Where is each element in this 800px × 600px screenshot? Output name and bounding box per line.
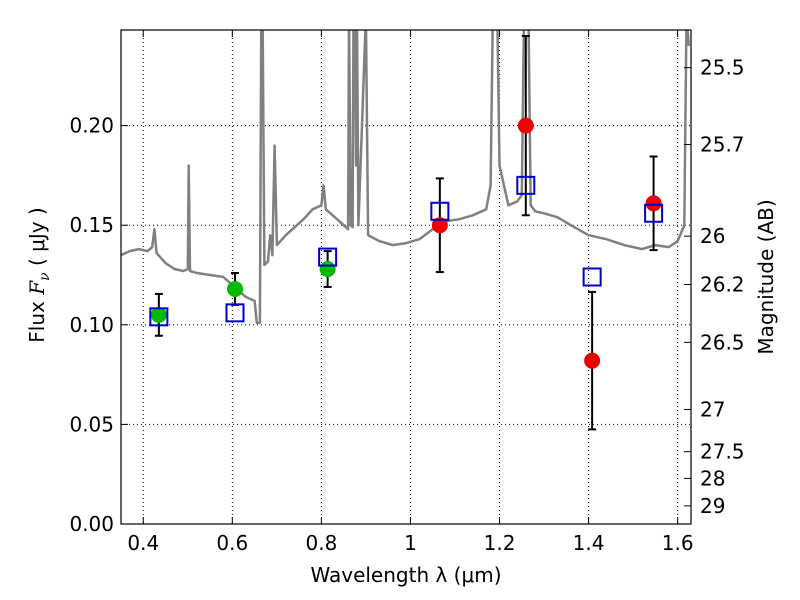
y-tick-label: 0.20	[69, 114, 114, 138]
data-point-circle	[431, 217, 448, 234]
y-tick-label: 0.15	[69, 213, 114, 237]
y-axis-label: Flux Fν ( μJy )	[25, 207, 53, 342]
right-tick-label: 27	[700, 397, 725, 421]
right-tick-label: 26.2	[700, 273, 745, 297]
y-axis-label-sub: ν	[37, 272, 53, 281]
y-axis-label-suffix: ( μJy )	[25, 207, 49, 272]
y-tick-label: 0.05	[69, 412, 114, 436]
x-tick-label: 1.2	[484, 531, 516, 555]
axis-layer: 0.4 0.6 0.8 1 1.2 1.4 1.6 0.00 0.05 0.10 0.15 0.20 2…	[69, 29, 745, 555]
data-point-square	[318, 247, 338, 267]
right-axis-label: Magnitude (AB)	[754, 199, 778, 354]
data-point-square	[516, 175, 536, 195]
data-point-square	[430, 201, 450, 221]
x-tick-label: 0.8	[305, 531, 337, 555]
x-tick-label: 1.6	[662, 531, 694, 555]
data-point-circle	[227, 280, 243, 297]
data-point-square	[149, 307, 169, 327]
data-point-circle	[584, 352, 601, 369]
right-tick-label: 28	[700, 466, 725, 490]
spectrum-layer	[121, 30, 691, 325]
y-axis-label-var: F	[25, 280, 49, 296]
marker-layer	[149, 117, 664, 369]
data-point-square	[644, 203, 664, 223]
data-point-circle	[517, 117, 534, 134]
x-tick-label: 0.6	[216, 531, 248, 555]
right-tick-label: 26	[700, 224, 725, 248]
y-tick-label: 0.00	[69, 512, 114, 536]
y-axis-label-prefix: Flux	[25, 295, 49, 343]
data-point-square	[225, 303, 245, 323]
data-point-square	[582, 267, 602, 287]
right-tick-label: 25.7	[700, 133, 745, 157]
right-tick-label: 26.5	[700, 330, 745, 354]
y-tick-label: 0.10	[69, 313, 114, 337]
plot-frame	[120, 29, 692, 525]
x-tick-label: 1	[404, 531, 417, 555]
data-point-circle	[319, 261, 336, 278]
x-tick-label: 0.4	[127, 531, 159, 555]
data-point-circle	[150, 306, 167, 323]
grid-layer	[121, 30, 691, 524]
x-axis-label: Wavelength λ (μm)	[310, 563, 501, 587]
x-tick-label: 1.4	[573, 531, 605, 555]
data-point-circle	[645, 195, 662, 212]
right-tick-label: 25.5	[700, 56, 745, 80]
right-tick-label: 29	[700, 494, 725, 518]
right-tick-label: 27.5	[700, 440, 745, 464]
spectrum-line	[121, 30, 691, 325]
